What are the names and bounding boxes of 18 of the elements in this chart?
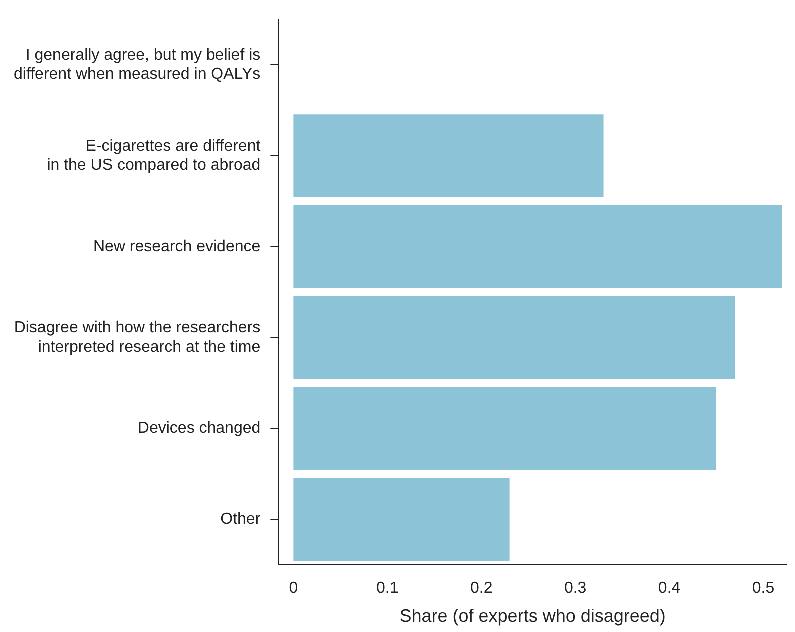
bar — [294, 478, 510, 562]
x-axis-title: Share (of experts who disagreed) — [400, 606, 666, 626]
bar — [294, 296, 736, 380]
bar — [294, 387, 717, 470]
y-tick-label: E-cigarettes are different in the US compared to abroad — [47, 138, 262, 174]
bar — [294, 114, 604, 198]
y-tick-label: Devices changed — [138, 420, 261, 438]
x-tick-label: 0.5 — [752, 580, 775, 598]
x-tick-label: 0.3 — [564, 580, 587, 598]
y-tick-label: New research evidence — [93, 238, 261, 256]
y-tick-label: Other — [220, 511, 262, 528]
bar — [294, 206, 782, 288]
x-tick-label: 0 — [289, 580, 298, 598]
x-tick-label: 0.4 — [658, 580, 681, 598]
x-tick-label: 0.2 — [470, 580, 493, 598]
x-tick-label: 0.1 — [376, 580, 399, 598]
y-tick-label: I generally agree, but my belief is different when measured in QALYs — [14, 46, 261, 84]
y-tick-label: Disagree with how the researchers interpreted research at the time — [14, 320, 261, 356]
